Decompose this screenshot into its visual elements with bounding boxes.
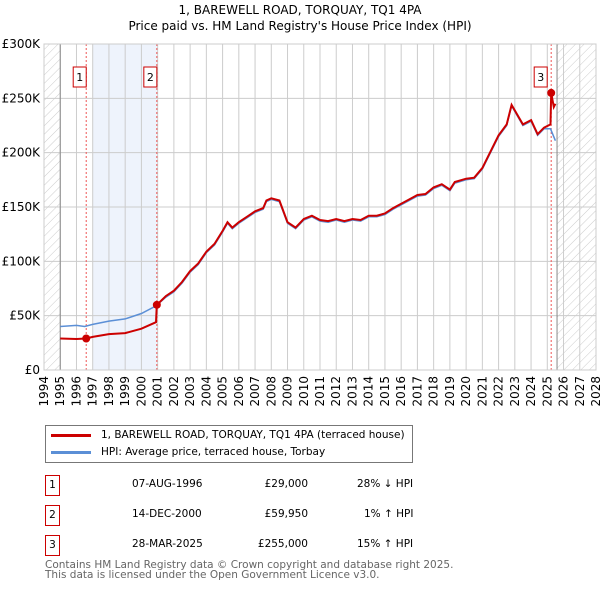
sale-label-box [143,66,158,88]
x-tick-label: 2020 [459,376,473,407]
sale-label: 3 [537,71,544,84]
x-tick-label: 2028 [589,376,600,407]
x-tick-label: 2001 [151,376,165,407]
legend-label: 1, BAREWELL ROAD, TORQUAY, TQ1 4PA (terr… [101,429,405,441]
footer-line: Contains HM Land Registry data © Crown c… [45,559,454,571]
marker-badge: 2 [45,505,60,526]
x-tick-label: 1998 [102,376,116,407]
sale-point [152,300,161,309]
y-tick-label: £250K [2,91,42,105]
legend-item-property: 1, BAREWELL ROAD, TORQUAY, TQ1 4PA (terr… [51,429,405,441]
x-tick-label: 2009 [281,376,295,407]
transaction-price: £255,000 [257,538,308,550]
x-tick-label: 2017 [410,376,424,407]
x-tick-label: 2002 [167,376,181,407]
transaction-row: 1 07-AUG-1996 £29,000 28% ↓ HPI [45,475,413,496]
x-tick-label: 2008 [264,376,278,407]
x-tick-label: 2007 [248,376,262,407]
x-tick-label: 2013 [345,376,359,407]
transaction-date: 14-DEC-2000 [132,508,202,520]
transaction-hpi: 1% ↑ HPI [364,508,414,520]
x-tick-label: 2026 [557,376,571,407]
transaction-price: £29,000 [264,478,308,490]
x-tick-label: 2019 [443,376,457,407]
legend-label: HPI: Average price, terraced house, Torb… [101,446,326,458]
footer-line: This data is licensed under the Open Gov… [45,569,380,581]
y-tick-label: £100K [2,254,42,268]
legend-item-hpi: HPI: Average price, terraced house, Torb… [51,446,325,458]
price-chart: 1, BAREWELL ROAD, TORQUAY, TQ1 4PA Price… [2,3,600,407]
x-tick-label: 2015 [378,376,392,407]
x-tick-label: 2016 [394,376,408,407]
x-tick-label: 1996 [69,376,83,407]
marker-badge: 1 [45,475,60,496]
chart-subtitle: Price paid vs. HM Land Registry's House … [128,19,471,33]
x-tick-label: 2003 [183,376,197,407]
x-tick-label: 2018 [427,376,441,407]
transaction-date: 07-AUG-1996 [132,478,203,490]
y-tick-label: £0 [25,363,40,377]
property-series-line [60,92,557,341]
y-tick-label: £200K [2,146,42,160]
x-tick-label: 2000 [134,376,148,407]
x-tick-label: 2005 [216,376,230,407]
x-tick-label: 1995 [53,376,67,407]
x-tick-label: 2027 [573,376,587,407]
x-tick-label: 1997 [86,376,100,407]
marker-badge: 3 [45,535,60,556]
sale-label: 1 [76,71,83,84]
x-tick-label: 2023 [508,376,522,407]
transaction-row: 2 14-DEC-2000 £59,950 1% ↑ HPI [45,505,413,526]
legend: 1, BAREWELL ROAD, TORQUAY, TQ1 4PA (terr… [45,425,413,463]
y-tick-label: £50K [9,309,41,323]
x-tick-label: 2012 [329,376,343,407]
x-tick-label: 2021 [475,376,489,407]
transaction-hpi: 15% ↑ HPI [357,538,414,550]
x-tick-label: 2024 [524,376,538,407]
transaction-price: £59,950 [264,508,308,520]
transaction-hpi: 28% ↓ HPI [357,478,414,490]
red-line-swatch [51,433,91,437]
plot-border [43,43,597,371]
x-tick-label: 1994 [37,376,51,407]
y-tick-label: £150K [2,200,42,214]
sale-point [82,334,91,343]
chart-title: 1, BAREWELL ROAD, TORQUAY, TQ1 4PA [178,3,422,17]
sale-point [547,88,556,97]
x-tick-label: 2006 [232,376,246,407]
sale-label-box [72,66,87,88]
y-tick-label: £300K [2,37,42,51]
transaction-row: 3 28-MAR-2025 £255,000 15% ↑ HPI [45,535,413,556]
footer: Contains HM Land Registry data © Crown c… [45,559,454,581]
blue-line-swatch [51,450,91,454]
x-tick-label: 1999 [118,376,132,407]
x-tick-label: 2022 [492,376,506,407]
x-tick-label: 2014 [362,376,376,407]
x-tick-label: 2004 [199,376,213,407]
sale-label: 2 [147,71,154,84]
x-tick-label: 2011 [313,376,327,407]
transaction-date: 28-MAR-2025 [132,538,203,550]
x-tick-label: 2010 [297,376,311,407]
x-tick-label: 2025 [540,376,554,407]
sale-label-box [533,66,548,88]
